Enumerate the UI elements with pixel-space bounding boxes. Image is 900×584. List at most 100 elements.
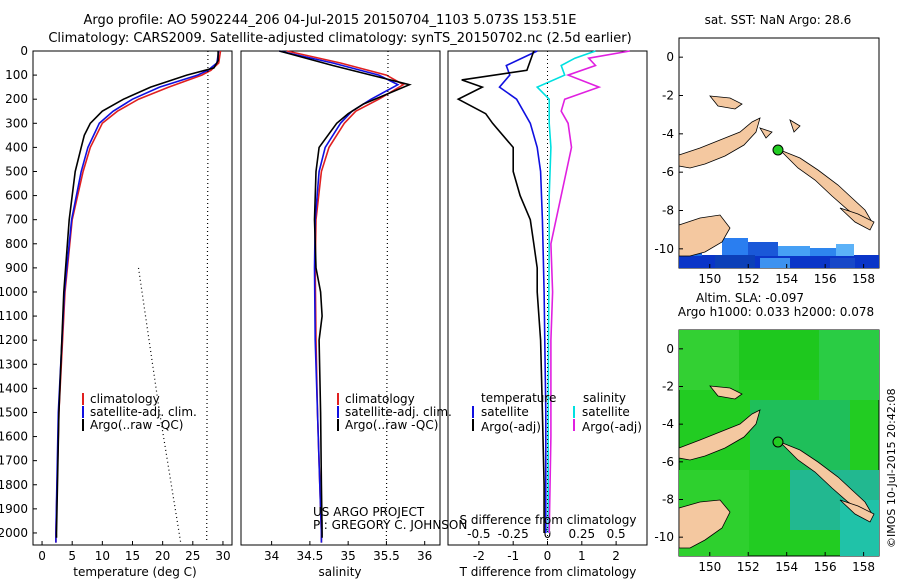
argo-float-marker <box>772 436 784 448</box>
temperature-lines <box>55 50 222 543</box>
legend-label-argo: Argo(..raw -QC) <box>345 418 438 432</box>
depth-tick-label: 1100 <box>0 309 28 323</box>
series-line-dotted-diagonal <box>137 267 182 543</box>
salinity-x-ticks: 34 34.5 35 35.5 36 <box>264 541 432 563</box>
legend-label-t-satellite: satellite <box>481 405 529 419</box>
legend-label-s-satellite: satellite <box>582 405 630 419</box>
series-line-s-argo-adj- <box>548 50 630 534</box>
legend-label-satellite: satellite-adj. clim. <box>90 405 197 419</box>
depth-tick-label: 1900 <box>0 502 28 516</box>
depth-tick-label: 300 <box>5 116 28 130</box>
s-diff-label: S difference from climatology <box>460 513 637 527</box>
map-x-tick-label: 154 <box>775 560 798 574</box>
temperature-xlabel: temperature (deg C) <box>73 565 196 579</box>
depth-tick-label: 1600 <box>0 430 28 444</box>
sla-map-ticks: 150 152 154 156 158 0 -2 -4 -6 -8 -10 <box>654 342 875 574</box>
x-tick-label: 10 <box>95 549 110 563</box>
depth-tick-label: 1800 <box>0 478 28 492</box>
x-tick-label: 36 <box>417 549 432 563</box>
map-y-tick-label: -6 <box>662 455 674 469</box>
depth-tick-label: 1700 <box>0 454 28 468</box>
map-x-tick-label: 158 <box>852 272 875 286</box>
salinity-lines <box>279 50 412 543</box>
map-y-tick-label: 0 <box>666 50 674 64</box>
depth-tick-label: 100 <box>5 68 28 82</box>
depth-tick-label: 500 <box>5 164 28 178</box>
depth-tick-label: 1400 <box>0 381 28 395</box>
series-line-argo <box>279 50 412 538</box>
depth-tick-label: 400 <box>5 140 28 154</box>
legend-label-s-argo: Argo(-adj) <box>582 420 642 434</box>
depth-tick-label: 1500 <box>0 405 28 419</box>
difference-lines <box>456 50 630 545</box>
map-x-tick-label: 154 <box>775 272 798 286</box>
project-credit: US ARGO PROJECT <box>313 505 425 519</box>
x-tick-label: 5 <box>68 549 76 563</box>
map-x-tick-label: 156 <box>814 272 837 286</box>
map-y-tick-label: -8 <box>662 204 674 218</box>
salinity-panel: 34 34.5 35 35.5 36 salinity climatology sate… <box>240 50 467 579</box>
depth-tick-label: 1000 <box>0 285 28 299</box>
map-y-tick-label: -8 <box>662 493 674 507</box>
argo-float-marker <box>772 144 784 156</box>
depth-tick-label: 900 <box>5 261 28 275</box>
series-line-satellite-adj-clim- <box>55 50 220 543</box>
map-y-tick-label: -2 <box>662 89 674 103</box>
depth-tick-label: 700 <box>5 213 28 227</box>
x-tick-label: -1 <box>507 549 519 563</box>
difference-x-ticks: -2 -1 0 1 2 <box>473 541 620 563</box>
map-y-tick-label: -6 <box>662 165 674 179</box>
imos-credit: ©IMOS 10-Jul-2015 20:42:08 <box>885 388 898 548</box>
sst-map-title: sat. SST: NaN Argo: 28.6 <box>705 13 852 27</box>
s-tick-label: -0.25 <box>498 527 529 541</box>
map-x-tick-label: 150 <box>698 272 721 286</box>
series-line-dotted <box>385 50 389 543</box>
map-y-tick-label: -2 <box>662 380 674 394</box>
map-y-tick-label: -10 <box>654 242 674 256</box>
legend-salinity-title: salinity <box>583 391 626 405</box>
depth-axis-ticks: 0 100 200 300 400 500 600 700 800 900 1000 1100 1200… <box>0 44 37 540</box>
x-tick-label: 1 <box>578 549 586 563</box>
legend-temperature-title: temperature <box>481 391 556 405</box>
sst-data-pixels <box>679 238 879 268</box>
sla-field-shading <box>679 330 879 556</box>
salinity-diff-ticks: -0.5 -0.25 0 0.25 0.5 <box>467 527 625 541</box>
map-x-tick-label: 152 <box>737 560 760 574</box>
depth-tick-label: 1300 <box>0 357 28 371</box>
title-line1: Argo profile: AO 5902244_206 04-Jul-2015… <box>83 13 576 28</box>
map-x-tick-label: 156 <box>814 560 837 574</box>
x-tick-label: 2 <box>612 549 620 563</box>
s-tick-label: -0.5 <box>467 527 490 541</box>
legend-label-satellite: satellite-adj. clim. <box>345 405 452 419</box>
sst-land <box>678 95 875 257</box>
difference-legend: temperature satellite Argo(-adj) salinit… <box>472 391 642 434</box>
legend-label-climatology: climatology <box>90 392 160 406</box>
series-line-t-satellite <box>498 50 547 533</box>
legend-label-climatology: climatology <box>345 392 415 406</box>
temperature-x-ticks: 0 5 10 15 20 25 30 <box>38 541 231 563</box>
map-x-tick-label: 152 <box>737 272 760 286</box>
series-line-satellite-adj-clim- <box>279 50 400 543</box>
temperature-panel: 0100200300400500600700800900100011001200… <box>0 44 233 579</box>
x-tick-label: 35 <box>341 549 356 563</box>
x-tick-label: 0 <box>38 549 46 563</box>
sst-map: sat. SST: NaN Argo: 28.6 150 152 154 156 158… <box>654 13 880 286</box>
depth-tick-label: 2000 <box>0 526 28 540</box>
s-tick-label: 0.25 <box>568 527 595 541</box>
series-line-mixed-layer-dotted- <box>206 51 209 543</box>
map-x-tick-label: 150 <box>698 560 721 574</box>
temperature-legend: climatology satellite-adj. clim. Argo(..… <box>82 392 197 432</box>
salinity-legend: climatology satellite-adj. clim. Argo(..… <box>337 392 452 432</box>
x-tick-label: 20 <box>155 549 170 563</box>
x-tick-label: 25 <box>185 549 200 563</box>
map-y-tick-label: -4 <box>662 127 674 141</box>
depth-tick-label: 600 <box>5 189 28 203</box>
difference-panel: -2 -1 0 1 2 -0.5 -0.25 0 0.25 0.5 S difference f… <box>447 50 648 579</box>
salinity-plot-frame <box>240 50 441 546</box>
depth-tick-label: 0 <box>20 44 28 58</box>
s-tick-label: 0.5 <box>607 527 626 541</box>
title-line2: Climatology: CARS2009. Satellite-adjuste… <box>48 31 631 46</box>
pi-credit: PI: GREGORY C. JOHNSON <box>313 518 467 532</box>
sla-title-line2: Argo h1000: 0.033 h2000: 0.078 <box>678 305 874 319</box>
x-tick-label: 35.5 <box>373 549 400 563</box>
